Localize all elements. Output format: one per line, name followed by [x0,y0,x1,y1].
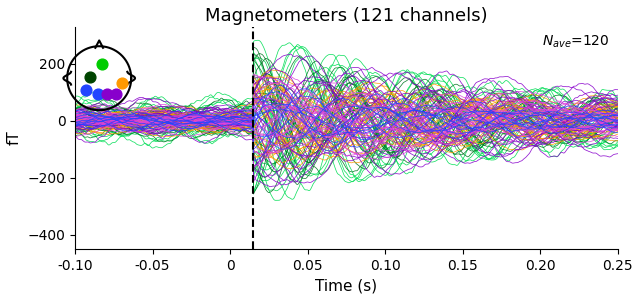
Point [102,92,112,97]
Point [111,92,121,97]
Point [93,92,103,97]
Point [81,87,92,92]
Point [84,74,95,79]
Point [97,62,108,67]
X-axis label: Time (s): Time (s) [316,278,378,293]
Point [116,81,127,86]
Y-axis label: fT: fT [7,130,22,145]
Text: $N_{ave}$=120: $N_{ave}$=120 [542,33,610,50]
Title: Magnetometers (121 channels): Magnetometers (121 channels) [205,7,488,25]
